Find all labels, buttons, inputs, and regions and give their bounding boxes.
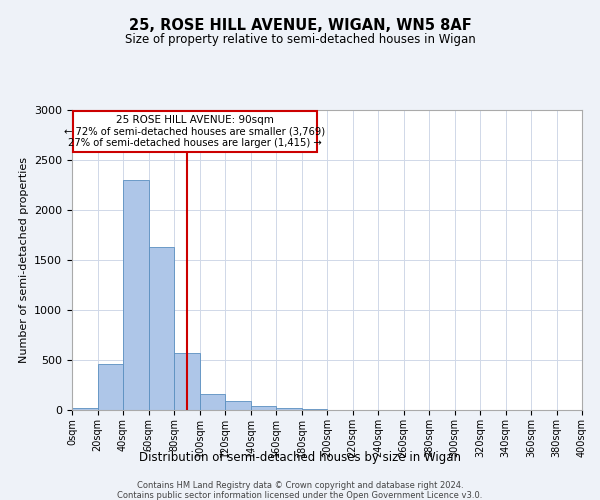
Text: Contains HM Land Registry data © Crown copyright and database right 2024.: Contains HM Land Registry data © Crown c… — [137, 480, 463, 490]
Bar — [302, 409, 327, 410]
Text: ← 72% of semi-detached houses are smaller (3,769): ← 72% of semi-detached houses are smalle… — [64, 126, 326, 136]
Text: 25 ROSE HILL AVENUE: 90sqm: 25 ROSE HILL AVENUE: 90sqm — [116, 115, 274, 125]
Text: Size of property relative to semi-detached houses in Wigan: Size of property relative to semi-detach… — [125, 32, 475, 46]
Text: Contains public sector information licensed under the Open Government Licence v3: Contains public sector information licen… — [118, 490, 482, 500]
Bar — [149, 247, 174, 410]
Text: 25, ROSE HILL AVENUE, WIGAN, WN5 8AF: 25, ROSE HILL AVENUE, WIGAN, WN5 8AF — [128, 18, 472, 32]
Bar — [174, 353, 199, 410]
Bar — [123, 180, 149, 410]
Bar — [251, 406, 276, 410]
Bar — [73, 111, 317, 152]
Bar — [199, 394, 225, 410]
Bar — [225, 401, 251, 410]
Bar — [72, 408, 97, 410]
Bar — [276, 408, 302, 410]
Text: Distribution of semi-detached houses by size in Wigan: Distribution of semi-detached houses by … — [139, 451, 461, 464]
Text: 27% of semi-detached houses are larger (1,415) →: 27% of semi-detached houses are larger (… — [68, 138, 322, 148]
Y-axis label: Number of semi-detached properties: Number of semi-detached properties — [19, 157, 29, 363]
Bar — [97, 364, 123, 410]
